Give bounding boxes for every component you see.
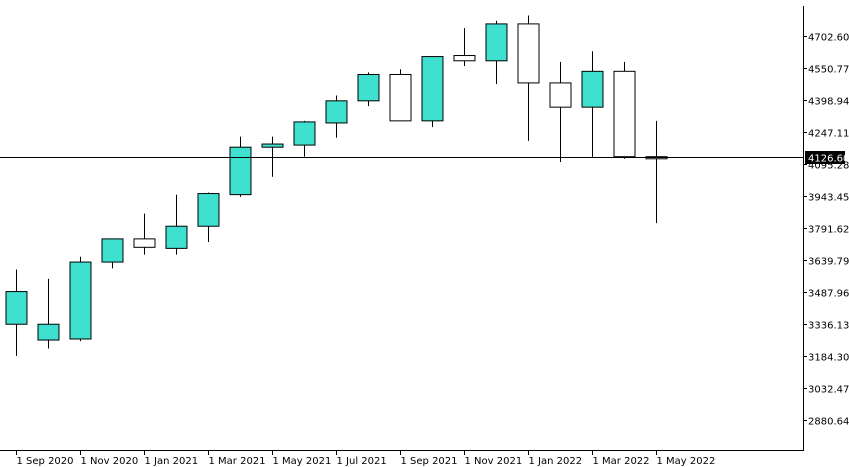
candle (485, 20, 508, 84)
candle-body-bearish (517, 23, 540, 84)
current-price-tag-label: 4126.60 (808, 154, 849, 165)
current-price-tag: 4126.60 (805, 151, 849, 165)
candle-body-bullish (69, 261, 92, 340)
candle-body-bullish (421, 56, 444, 122)
candle-body-bullish (165, 225, 188, 249)
y-tick-label: 4550.77 (808, 65, 849, 76)
x-tick-label: 1 Nov 2021 (465, 456, 523, 467)
candle-body-bearish (453, 55, 476, 62)
y-tick-label: 3487.96 (808, 289, 849, 300)
candle-body-bullish (293, 121, 316, 146)
x-tick-label: 1 Sep 2021 (401, 456, 458, 467)
candle-body-bullish (485, 23, 508, 62)
y-axis-ticks: 4702.60 4550.77 4398.94 4247.11 4095.28 3943.… (803, 33, 849, 428)
y-tick-label: 3639.79 (808, 257, 849, 268)
candle-body-bullish (37, 323, 60, 341)
candle (133, 213, 156, 255)
y-tick-label: 3336.13 (808, 321, 849, 332)
candle-body-bearish (549, 82, 572, 108)
candle (581, 51, 604, 158)
candle-body-bearish (133, 238, 156, 248)
y-tick-label: 4702.60 (808, 33, 849, 44)
candle-body-bullish (581, 70, 604, 108)
candle (325, 95, 348, 138)
candle (549, 61, 572, 162)
candle (357, 72, 380, 107)
candle-body-bullish (261, 143, 284, 148)
candle-body-bearish (389, 73, 412, 122)
candle (613, 61, 636, 159)
candle (453, 28, 476, 67)
candle (229, 136, 252, 197)
candle (261, 136, 284, 177)
x-axis-ticks: 1 Sep 2020 1 Nov 2020 1 Jan 2021 1 Mar 2021… (16, 451, 716, 467)
candle (389, 69, 412, 122)
x-tick-label: 1 Sep 2020 (17, 456, 74, 467)
candle (197, 192, 220, 243)
x-tick-label: 1 May 2022 (657, 456, 716, 467)
candle (37, 278, 60, 349)
x-tick-label: 1 Jul 2021 (337, 456, 387, 467)
y-tick-label: 4095.28 (808, 161, 849, 172)
x-tick-label: 1 May 2021 (273, 456, 332, 467)
y-tick-label: 3032.47 (808, 385, 849, 396)
candle-body-bullish (325, 100, 348, 124)
y-tick-label: 4247.11 (808, 129, 849, 140)
candle (517, 15, 540, 141)
x-tick-label: 1 Mar 2021 (209, 456, 266, 467)
y-tick-label: 3943.45 (808, 193, 849, 204)
y-tick-label: 4398.94 (808, 97, 849, 108)
x-tick-label: 1 Nov 2020 (81, 456, 139, 467)
x-tick-label: 1 Mar 2022 (593, 456, 650, 467)
candle-body-bullish (5, 291, 28, 325)
candle-body-bullish (229, 146, 252, 196)
candles-group (5, 15, 668, 356)
candle (421, 56, 444, 128)
current-price-tag-background (805, 151, 845, 164)
candle (5, 269, 28, 356)
candle-body-bullish (101, 238, 124, 263)
candle (293, 120, 316, 157)
candle-body-bullish (197, 193, 220, 227)
y-tick-label: 3791.62 (808, 225, 849, 236)
x-tick-label: 1 Jan 2022 (529, 456, 583, 467)
candle (101, 238, 124, 269)
candle-body-bearish (613, 70, 636, 158)
x-tick-label: 1 Jan 2021 (145, 456, 199, 467)
y-tick-label: 2880.64 (808, 417, 849, 428)
candle (69, 256, 92, 342)
candle-body-bullish (357, 73, 380, 102)
candle (165, 194, 188, 255)
y-tick-label: 3184.30 (808, 353, 849, 364)
